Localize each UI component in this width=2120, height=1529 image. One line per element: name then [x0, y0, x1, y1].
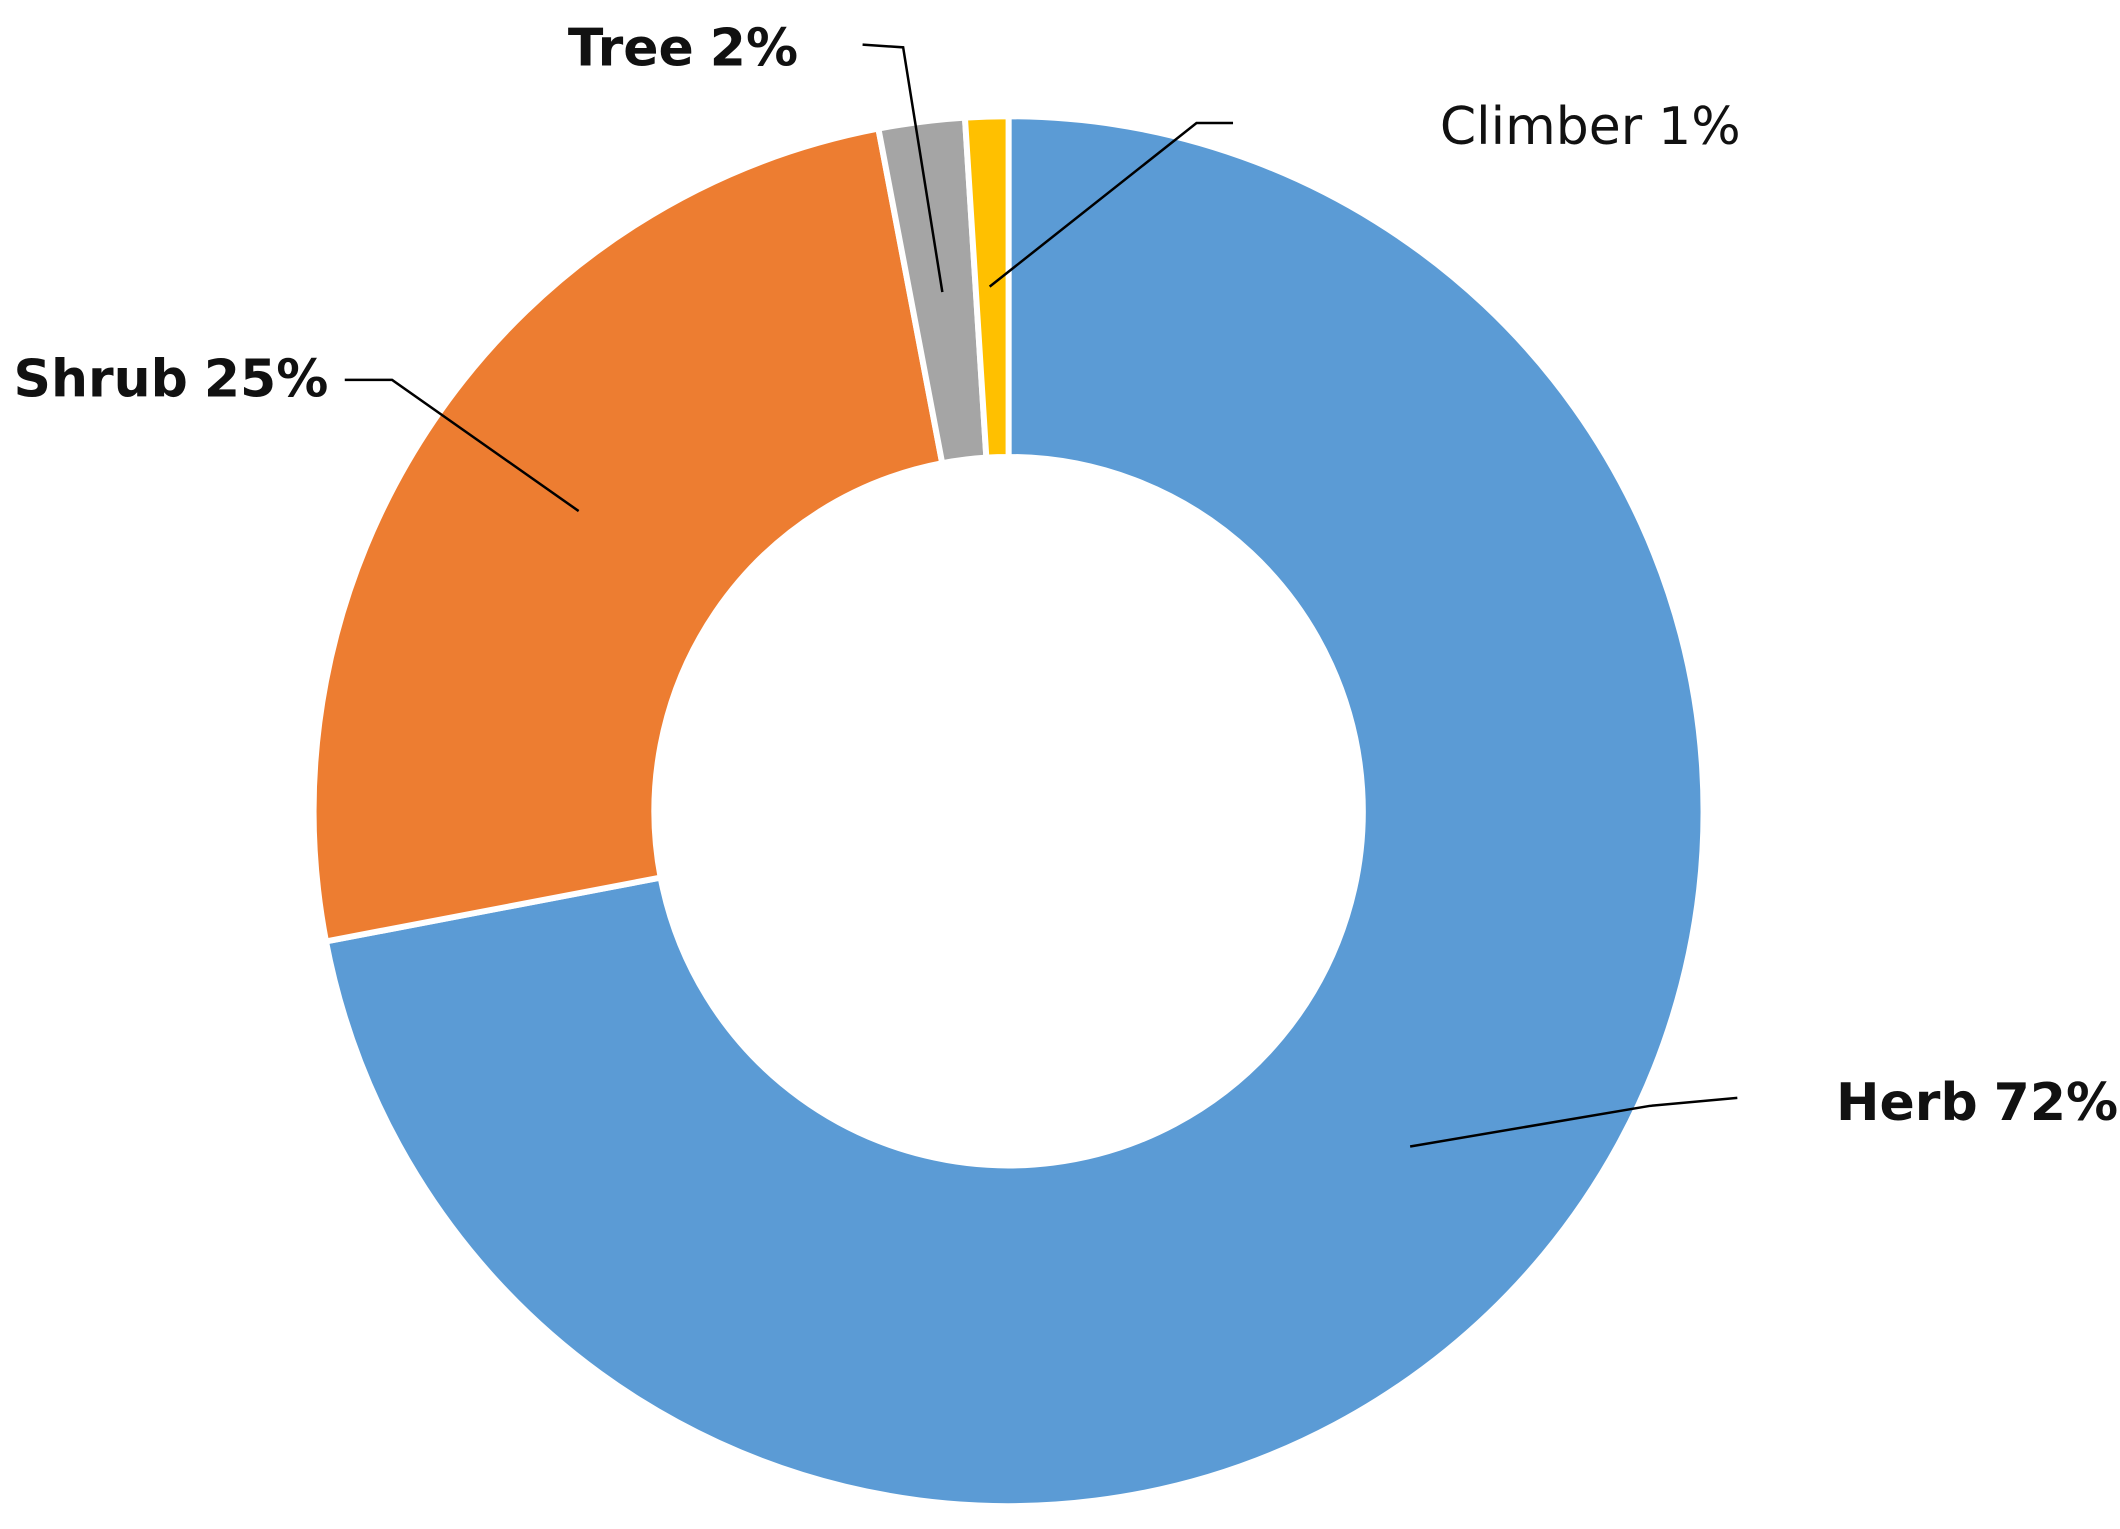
data-label: Herb 72%	[1836, 1073, 2118, 1133]
leader-line	[862, 43, 944, 293]
leader-line	[1409, 1096, 1738, 1148]
data-label: Shrub 25%	[14, 350, 329, 410]
label-category: Climber	[1440, 97, 1643, 157]
label-value: 1%	[1658, 97, 1741, 157]
label-category: Tree	[568, 18, 694, 78]
label-value: 25%	[204, 350, 328, 410]
data-label: Tree 2%	[568, 18, 798, 78]
label-value: 2%	[710, 18, 798, 78]
label-value: 72%	[1994, 1073, 2118, 1133]
label-category: Shrub	[14, 350, 188, 410]
data-label: Climber 1%	[1440, 97, 1741, 157]
donut-slice	[310, 125, 946, 945]
leader-line	[988, 121, 1234, 288]
label-category: Herb	[1836, 1073, 1978, 1133]
donut-slice	[961, 113, 1012, 461]
leader-line	[344, 378, 580, 513]
donut-slice	[322, 113, 1707, 1510]
